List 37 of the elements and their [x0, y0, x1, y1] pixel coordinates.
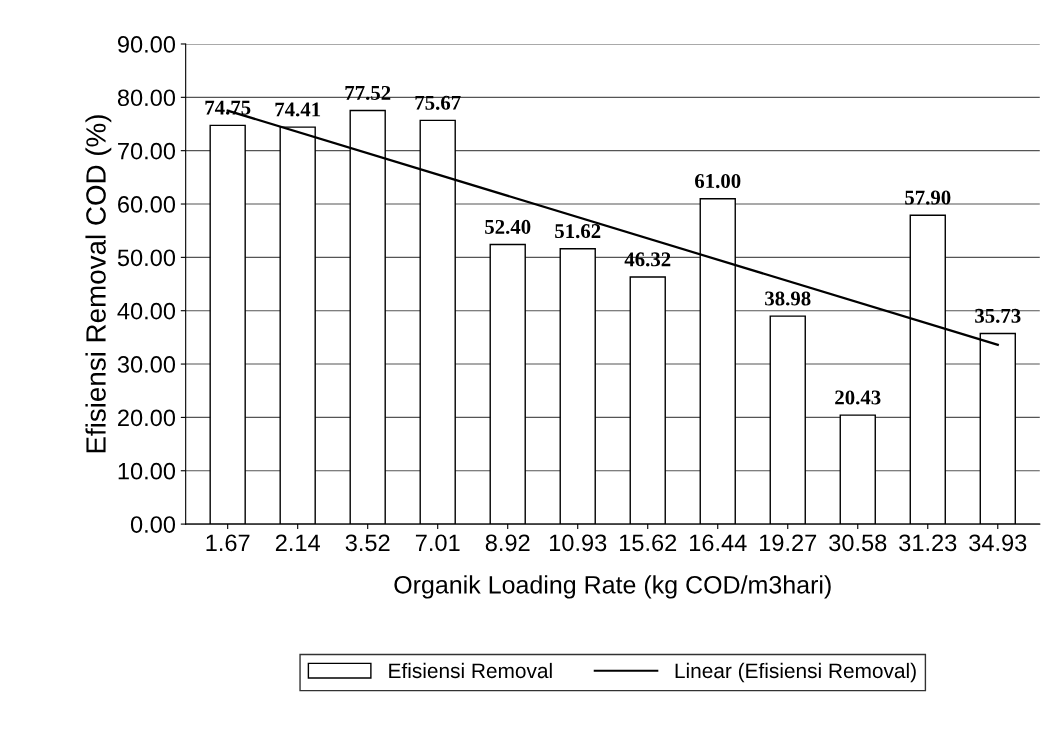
x-tick-label: 19.27 — [760, 534, 817, 552]
y-tick-label: 10.00 — [118, 462, 176, 480]
text: 74.41 — [275, 102, 321, 117]
text: 20.43 — [835, 390, 881, 405]
legend-label: Efisiensi Removal — [389, 662, 552, 679]
x-tick-label: 1.67 — [206, 534, 250, 552]
x-tick-label: 7.01 — [415, 534, 460, 552]
x-tick-label: 8.92 — [485, 534, 530, 552]
y-tick-label: 40.00 — [117, 302, 176, 320]
x-tick-label: 34.93 — [969, 534, 1027, 552]
x-tick-label: 3.52 — [345, 534, 390, 552]
text: 35.73 — [975, 308, 1021, 323]
x-axis-title: Organik Loading Rate (kg COD/m3hari) — [394, 575, 831, 599]
text: 52.40 — [485, 219, 531, 235]
text: 74.75 — [205, 100, 251, 115]
text: 77.52 — [345, 85, 391, 101]
y-tick-label: 60.00 — [118, 196, 176, 213]
x-tick-label: 16.44 — [690, 534, 747, 552]
x-tick-label: 30.58 — [829, 534, 887, 552]
text: 38.98 — [765, 291, 811, 306]
y-tick-label: 70.00 — [118, 142, 176, 160]
y-tick-label: 20.00 — [118, 409, 176, 427]
text: 57.90 — [905, 190, 951, 205]
x-tick-label: 31.23 — [899, 534, 957, 552]
y-tick-label: 30.00 — [117, 356, 176, 373]
y-tick-label: 0.00 — [130, 516, 176, 533]
y-tick-label: 50.00 — [117, 249, 176, 267]
y-tick-label: 80.00 — [117, 89, 176, 107]
x-tick-label: 15.62 — [619, 534, 677, 552]
y-tick-label: 90.00 — [117, 36, 176, 53]
legend-label: Linear (Efisiensi Removal) — [675, 662, 916, 683]
x-tick-label: 2.14 — [275, 534, 320, 551]
text: 75.67 — [415, 95, 461, 110]
y-axis-title: Efisiensi Removal COD (%) — [85, 115, 112, 453]
text: 51.62 — [555, 224, 601, 239]
x-tick-label: 10.93 — [549, 534, 607, 552]
text: 61.00 — [695, 173, 741, 189]
